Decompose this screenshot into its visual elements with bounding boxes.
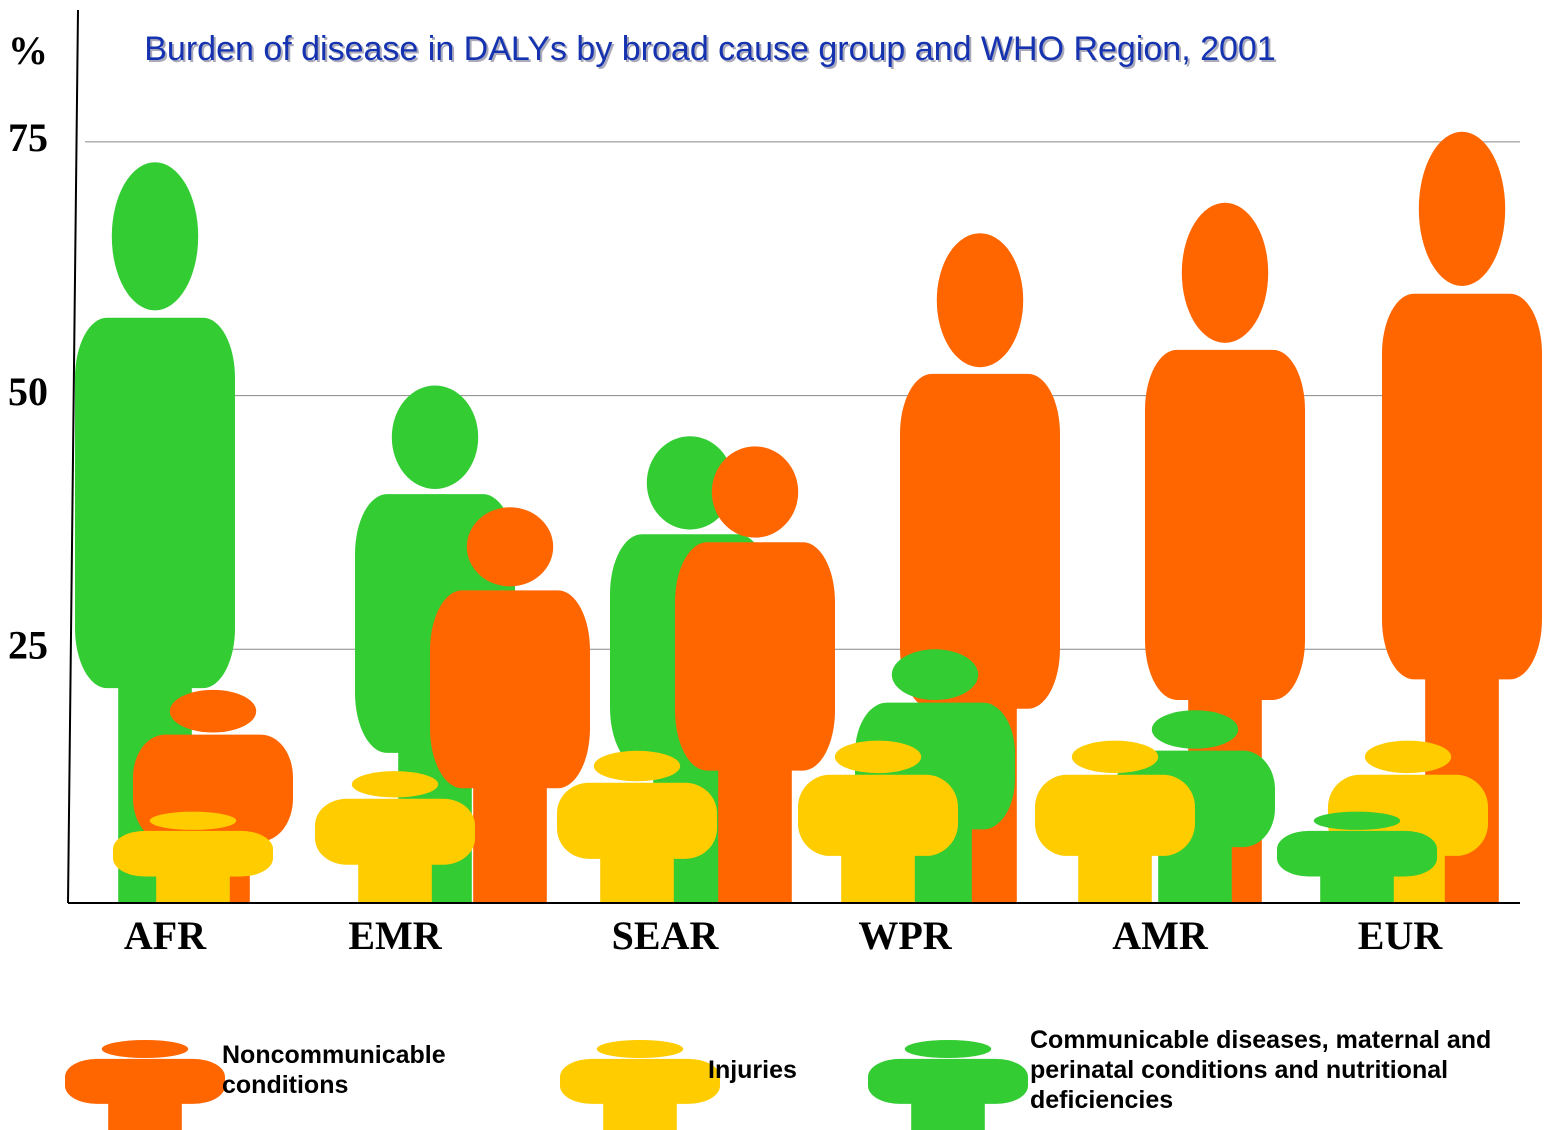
figure-torso [430, 590, 590, 789]
figure-head [111, 162, 199, 311]
figure-torso [1382, 293, 1542, 680]
figure [1382, 131, 1542, 903]
figure-legs [600, 842, 674, 903]
figure-head [834, 740, 922, 774]
figure-head [1418, 131, 1506, 287]
figure-head [1364, 740, 1452, 774]
y-axis [67, 9, 79, 904]
figure-head [1313, 811, 1401, 830]
figure-head [101, 1040, 189, 1058]
figure-head [891, 649, 979, 701]
figure-legs [718, 720, 792, 903]
figure-legs [156, 866, 230, 903]
figure [1035, 740, 1195, 903]
chart-title: Burden of disease in DALYs by broad caus… [144, 30, 1276, 68]
figure [675, 446, 835, 903]
figure [1277, 811, 1437, 903]
figure-head [596, 1040, 684, 1058]
figure-head [646, 436, 734, 530]
figure-head [711, 446, 799, 538]
figure-torso [113, 830, 273, 877]
x-tick-label: SEAR [612, 913, 720, 958]
figure-legs [841, 838, 915, 903]
legend-icon [65, 1040, 225, 1130]
x-tick-label: EMR [348, 913, 442, 958]
figure [430, 507, 590, 903]
figure-torso [560, 1058, 720, 1104]
figure [798, 740, 958, 903]
figure [557, 750, 717, 903]
figure-legs [1320, 866, 1394, 903]
figure [315, 771, 475, 903]
figure-head [169, 689, 257, 733]
figure-torso [675, 542, 835, 771]
figure-torso [798, 774, 958, 856]
x-tick-label: EUR [1358, 913, 1444, 958]
figure-torso [65, 1058, 225, 1104]
legend-icon [868, 1040, 1028, 1130]
figure-head [593, 750, 681, 782]
figure-torso [868, 1058, 1028, 1104]
x-tick-label: AMR [1112, 913, 1209, 958]
figure-head [1071, 740, 1159, 774]
legend-label: Injuries [708, 1056, 797, 1084]
figure-legs [473, 744, 547, 903]
figure-torso [315, 798, 475, 865]
figure-head [351, 771, 439, 798]
x-tick-label: WPR [858, 913, 952, 958]
figure-legs [1078, 838, 1152, 903]
figure-head [936, 233, 1024, 368]
figure [113, 811, 273, 903]
figure-legs [603, 1094, 677, 1130]
y-axis-label: % [8, 28, 48, 73]
figure-legs [108, 1094, 182, 1130]
figure-legs [358, 850, 432, 903]
y-tick-label: 25 [8, 622, 48, 667]
legend-icon [560, 1040, 720, 1130]
figure-torso [1277, 830, 1437, 877]
legend-label: Noncommunicable conditions [222, 1041, 446, 1099]
figure-head [149, 811, 237, 830]
figure-head [391, 385, 479, 489]
legend-label: Communicable diseases, maternal and peri… [1030, 1026, 1492, 1114]
figure-head [1181, 202, 1269, 343]
figure-legs [911, 1094, 985, 1130]
figure-torso [75, 317, 235, 689]
figure-head [466, 507, 554, 587]
figure-torso [1145, 349, 1305, 700]
x-tick-label: AFR [124, 913, 207, 958]
y-tick-label: 50 [8, 369, 48, 414]
figure-head [1151, 710, 1239, 749]
figure-torso [900, 373, 1060, 709]
y-tick-label: 75 [8, 115, 48, 160]
figure-torso [557, 782, 717, 859]
figure-torso [1035, 774, 1195, 856]
figure-head [904, 1040, 992, 1058]
